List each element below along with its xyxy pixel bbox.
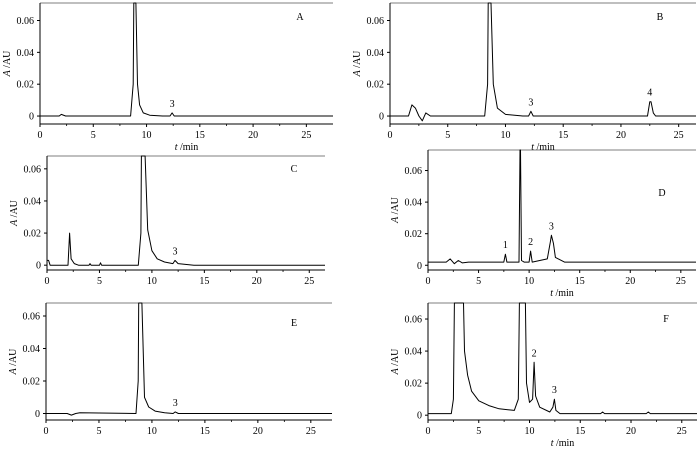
y-tick-label: 0.04 bbox=[23, 344, 41, 355]
x-tick-label: 0 bbox=[38, 130, 43, 141]
peak-label: 3 bbox=[552, 385, 557, 396]
x-tick-label: 25 bbox=[306, 426, 316, 437]
x-tick-label: 10 bbox=[524, 276, 534, 287]
x-tick-label: 25 bbox=[674, 130, 684, 141]
panel-D: 0 5 10 15 20 25 0 0.02 0.04 0.06 A /AU t /min 1 2 3 D bbox=[390, 149, 696, 299]
panel-letter: A bbox=[296, 12, 304, 23]
x-tick-label: 15 bbox=[558, 130, 568, 141]
x-tick-label: 0 bbox=[426, 426, 431, 437]
chromatogram-trace bbox=[428, 149, 696, 265]
panel-letter: E bbox=[291, 318, 297, 329]
peak-label: 4 bbox=[647, 88, 652, 99]
y-tick-label: 0.02 bbox=[23, 377, 41, 388]
chromatogram-trace bbox=[428, 302, 697, 415]
x-tick-label: 5 bbox=[96, 426, 101, 437]
x-tick-label: 25 bbox=[304, 276, 314, 287]
y-axis-title: A /AU bbox=[352, 50, 363, 78]
y-tick-label: 0.06 bbox=[367, 16, 385, 27]
y-tick-label: 0.02 bbox=[17, 80, 35, 91]
x-tick-label: 5 bbox=[476, 276, 481, 287]
y-tick-label: 0.06 bbox=[405, 315, 423, 326]
y-tick-label: 0.04 bbox=[405, 347, 423, 358]
y-tick-label: 0 bbox=[417, 411, 422, 422]
panel-letter: D bbox=[658, 188, 665, 199]
peak-label: 2 bbox=[528, 237, 533, 248]
x-tick-label: 5 bbox=[91, 130, 96, 141]
x-tick-label: 0 bbox=[388, 130, 393, 141]
x-tick-label: 5 bbox=[445, 130, 450, 141]
peak-label: 3 bbox=[172, 246, 177, 257]
panel-A: 0 5 10 15 20 25 0 0.02 0.04 0.06 A /AU t /min 3 A bbox=[2, 2, 333, 153]
x-tick-label: 5 bbox=[476, 426, 481, 437]
chromatogram-trace bbox=[47, 155, 325, 266]
chromatogram-trace bbox=[40, 2, 333, 117]
x-tick-label: 25 bbox=[676, 276, 686, 287]
y-tick-label: 0.06 bbox=[405, 166, 423, 177]
x-axis-title: t /min bbox=[175, 142, 199, 153]
panel-letter: B bbox=[657, 12, 664, 23]
y-tick-label: 0.02 bbox=[405, 229, 423, 240]
y-axis-title: A /AU bbox=[2, 50, 13, 78]
panel-E: 0 5 10 15 20 25 0 0.02 0.04 0.06 A /AU 3 E bbox=[8, 302, 332, 437]
x-tick-label: 15 bbox=[200, 426, 210, 437]
x-tick-label: 20 bbox=[616, 130, 626, 141]
y-tick-label: 0 bbox=[29, 112, 34, 123]
x-axis-title: t /min bbox=[551, 438, 575, 449]
x-tick-label: 0 bbox=[426, 276, 431, 287]
y-axis-title: A /AU bbox=[8, 348, 19, 376]
x-tick-label: 10 bbox=[525, 426, 535, 437]
x-axis-title: t /min bbox=[531, 142, 555, 153]
x-tick-label: 20 bbox=[625, 276, 635, 287]
x-tick-label: 15 bbox=[575, 426, 585, 437]
peak-label: 3 bbox=[170, 99, 175, 110]
x-tick-label: 20 bbox=[252, 276, 262, 287]
y-tick-label: 0.06 bbox=[23, 312, 41, 323]
panel-letter: F bbox=[663, 314, 669, 325]
y-tick-label: 0 bbox=[36, 261, 41, 272]
x-axis-title: t /min bbox=[550, 288, 574, 299]
y-tick-label: 0 bbox=[379, 112, 384, 123]
x-tick-label: 10 bbox=[147, 276, 157, 287]
y-axis-title: A /AU bbox=[9, 199, 20, 227]
x-tick-label: 0 bbox=[45, 276, 50, 287]
x-tick-label: 20 bbox=[248, 130, 258, 141]
x-tick-label: 25 bbox=[301, 130, 311, 141]
x-tick-label: 20 bbox=[253, 426, 263, 437]
y-tick-label: 0.04 bbox=[367, 48, 385, 59]
x-tick-label: 10 bbox=[500, 130, 510, 141]
y-tick-label: 0.02 bbox=[367, 80, 385, 91]
peak-label: 3 bbox=[173, 398, 178, 409]
y-tick-label: 0 bbox=[417, 261, 422, 272]
panel-letter: C bbox=[291, 164, 298, 175]
peak-label: 3 bbox=[549, 221, 554, 232]
x-tick-label: 0 bbox=[44, 426, 49, 437]
y-tick-label: 0.02 bbox=[24, 229, 42, 240]
panel-C: 0 5 10 15 20 25 0 0.02 0.04 0.06 A /AU 3 C bbox=[9, 155, 325, 287]
chromatogram-trace bbox=[46, 302, 332, 416]
peak-label: 1 bbox=[503, 240, 508, 251]
x-tick-label: 10 bbox=[147, 426, 157, 437]
peak-label: 2 bbox=[532, 348, 537, 359]
peak-label: 3 bbox=[528, 97, 533, 108]
y-axis-title: A /AU bbox=[390, 348, 401, 376]
y-tick-label: 0.04 bbox=[405, 198, 423, 209]
x-tick-label: 25 bbox=[677, 426, 687, 437]
y-tick-label: 0.04 bbox=[17, 48, 35, 59]
chromatogram-trace bbox=[390, 2, 696, 122]
y-tick-label: 0.06 bbox=[24, 164, 42, 175]
x-tick-label: 15 bbox=[199, 276, 209, 287]
y-tick-label: 0.02 bbox=[405, 379, 423, 390]
x-tick-label: 10 bbox=[142, 130, 152, 141]
y-tick-label: 0.06 bbox=[17, 16, 35, 27]
x-tick-label: 20 bbox=[626, 426, 636, 437]
y-tick-label: 0 bbox=[35, 409, 40, 420]
y-axis-title: A /AU bbox=[390, 196, 401, 224]
x-tick-label: 15 bbox=[195, 130, 205, 141]
panel-F: 0 5 10 15 20 25 0 0.02 0.04 0.06 A /AU t /min 2 3 F bbox=[390, 302, 697, 449]
panel-B: 0 5 10 15 20 25 0 0.02 0.04 0.06 A /AU t /min 3 4 B bbox=[352, 2, 696, 153]
y-tick-label: 0.04 bbox=[24, 196, 42, 207]
x-tick-label: 15 bbox=[575, 276, 585, 287]
x-tick-label: 5 bbox=[97, 276, 102, 287]
